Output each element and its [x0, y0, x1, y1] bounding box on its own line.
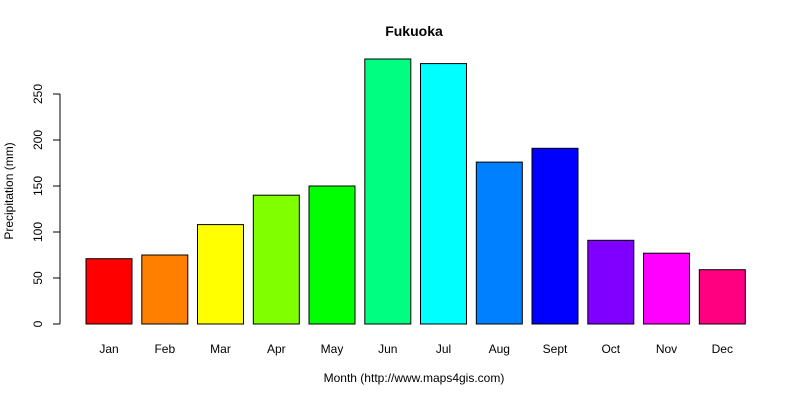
y-tick-label: 200 — [31, 130, 45, 150]
bar-nov — [643, 252, 690, 325]
x-tick-label: Mar — [210, 342, 231, 356]
y-tick-label: 100 — [31, 222, 45, 242]
y-axis: 0 50 100 150 200 250 — [31, 84, 61, 327]
x-tick-labels: Jan Feb Mar Apr May Jun Jul Aug Sept Oct Nov Dec — [99, 342, 733, 356]
x-tick-label: Dec — [712, 342, 733, 356]
y-tick-label: 150 — [31, 176, 45, 196]
x-axis-label: Month (http://www.maps4gis.com) — [324, 371, 505, 385]
bar-apr — [252, 194, 300, 325]
y-tick-label: 50 — [31, 271, 45, 285]
bar-may — [308, 185, 356, 325]
x-tick-label: Sept — [543, 342, 568, 356]
bars-group — [85, 58, 746, 325]
x-tick-label: Nov — [656, 342, 677, 356]
chart-title: Fukuoka — [385, 23, 443, 39]
bar-sept — [531, 147, 579, 325]
bar-dec — [698, 269, 746, 325]
x-tick-label: Jul — [436, 342, 451, 356]
y-tick-label: 250 — [31, 84, 45, 104]
bar-jan — [85, 258, 133, 325]
y-axis-label: Precipitation (mm) — [2, 142, 16, 239]
x-tick-label: Jun — [378, 342, 397, 356]
x-tick-label: Feb — [154, 342, 175, 356]
bar-feb — [141, 254, 189, 325]
x-tick-label: Apr — [267, 342, 286, 356]
x-tick-label: Oct — [601, 342, 620, 356]
x-tick-label: Aug — [489, 342, 510, 356]
bar-oct — [587, 239, 635, 325]
bar-aug — [475, 161, 523, 325]
x-tick-label: May — [321, 342, 344, 356]
bar-jun — [364, 58, 412, 325]
x-tick-label: Jan — [99, 342, 118, 356]
y-tick-label: 0 — [31, 320, 45, 327]
bar-jul — [420, 63, 467, 325]
bar-mar — [197, 224, 244, 325]
